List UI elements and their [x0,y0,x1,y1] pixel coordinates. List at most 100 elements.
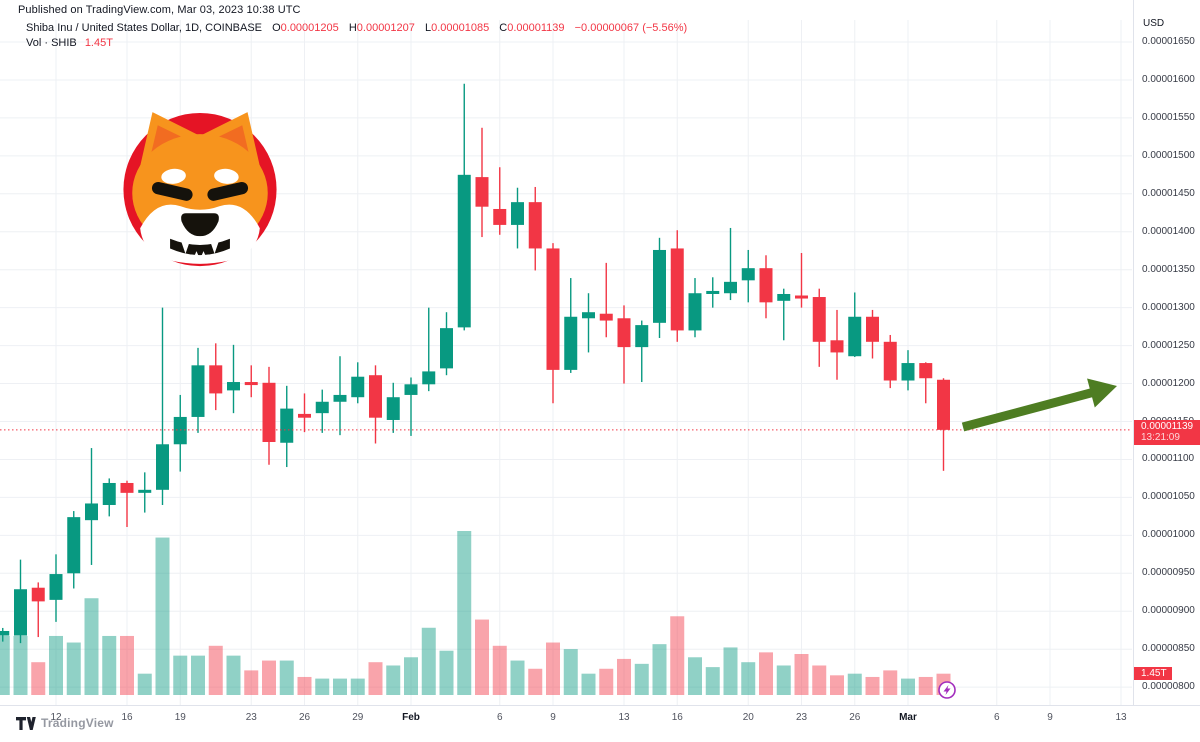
candle-body [564,316,578,370]
tradingview-footer: TradingView [16,716,114,730]
candle-body [653,249,666,323]
date-tick-label: 13 [618,712,630,723]
volume-bar [457,531,472,695]
date-tick-label: 26 [849,712,861,723]
volume-bar [368,662,383,695]
volume-bar [262,660,276,695]
price-tick-label: 0.00000850 [1142,643,1195,655]
candle-body [901,363,915,381]
volume-bar [49,635,63,695]
ohlc-low: L0.00001085 [424,22,490,34]
date-tick-label: 16 [671,712,683,723]
candle-body [31,587,45,602]
volume-bar [901,678,915,695]
candle-body [812,297,826,342]
lightning-icon [943,685,951,695]
candle-body [156,444,169,490]
ohlc-close: C0.00001139 [499,22,565,34]
candle-body [369,375,382,418]
date-tick-label: 23 [795,712,808,723]
volume-bar [883,670,898,695]
bar-countdown: 13:21:09 [1141,431,1180,443]
candle-body [386,397,400,420]
date-tick-label: 29 [352,712,364,723]
candle-body [475,177,489,207]
price-tick-label: 0.00001300 [1142,301,1195,313]
volume-bar [599,668,614,695]
symbol-header: Shiba Inu / United States Dollar, 1D, CO… [26,22,687,34]
candle-body [173,416,187,445]
price-tick-label: 0.00001200 [1142,377,1195,389]
date-tick-label: Mar [899,712,917,723]
date-tick-label: 9 [1047,712,1053,723]
current-volume-badge: 1.45T [1134,667,1172,680]
candle-body [688,293,702,331]
date-tick-label: 13 [1115,712,1127,723]
volume-bar [741,662,756,695]
volume-bar [31,662,46,695]
volume-bar [279,660,294,695]
candle-body [120,482,134,493]
date-tick-label: 20 [742,712,754,723]
candle-body [440,328,453,369]
volume-bar [208,645,223,695]
time-axis[interactable]: 12 16 19 23 26 29 Feb 6 9 13 16 20 23 26 Mar 6 9 13 [0,705,1200,742]
tradingview-logo-icon [16,716,36,730]
realtime-marker[interactable] [938,681,956,699]
candle-body [617,318,631,348]
price-tick-label: 0.00001100 [1142,453,1195,465]
candle-body [706,290,720,294]
price-axis[interactable]: USD 0.00001650 0.00001600 0.00001550 0.0000… [1133,0,1200,705]
volume-bar [528,668,543,695]
volume-bar [102,635,117,695]
volume-bar [705,667,720,695]
date-tick-label: 9 [550,712,556,723]
candle-body [830,340,844,353]
candle-body [0,630,10,636]
date-tick-label: Feb [402,712,420,723]
date-tick-label: 6 [496,712,503,723]
candle-body [280,408,294,443]
volume-bar [776,665,791,695]
volume-bar [670,616,685,695]
volume-bar [191,655,205,695]
candle-body [262,382,276,442]
volume-bar [315,678,330,695]
candle-body [422,371,436,385]
volume-bar [475,619,489,695]
candle-body [102,482,116,505]
candle-body [191,365,205,417]
volume-bar [244,670,259,695]
candle-body [227,382,240,391]
published-line: Published on TradingView.com, Mar 03, 20… [18,4,301,16]
volume-bar [812,665,827,695]
date-tick-label: 23 [245,712,257,723]
volume-bar [634,663,649,695]
candle-body [582,312,595,319]
volume-header: Vol · SHIB 1.45T [26,37,113,49]
price-tick-label: 0.00001600 [1142,73,1195,85]
date-tick-label: 12 [50,712,62,723]
volume-bar [421,627,436,695]
date-tick-label: 16 [121,712,133,723]
price-tick-label: 0.00001550 [1142,111,1195,123]
volume-bar [652,644,667,695]
candle-body [848,316,862,357]
brand-name: TradingView [41,716,114,730]
date-tick-label: 6 [993,712,1000,723]
volume-bar [510,660,525,695]
price-tick-label: 0.00000900 [1142,605,1195,617]
nose-icon [181,213,219,237]
candle-body [14,589,27,636]
volume-bar [439,650,454,695]
volume-bar [918,676,933,695]
candle-body [511,202,524,225]
candle-body [777,293,791,301]
volume-bar [581,673,596,695]
volume-bar [13,635,28,695]
price-tick-label: 0.00001000 [1142,529,1195,541]
price-tick-label: 0.00001500 [1142,149,1195,161]
candle-body [741,268,755,281]
volume-bar [617,658,631,695]
current-price-value: 0.00001139 [1141,420,1194,432]
